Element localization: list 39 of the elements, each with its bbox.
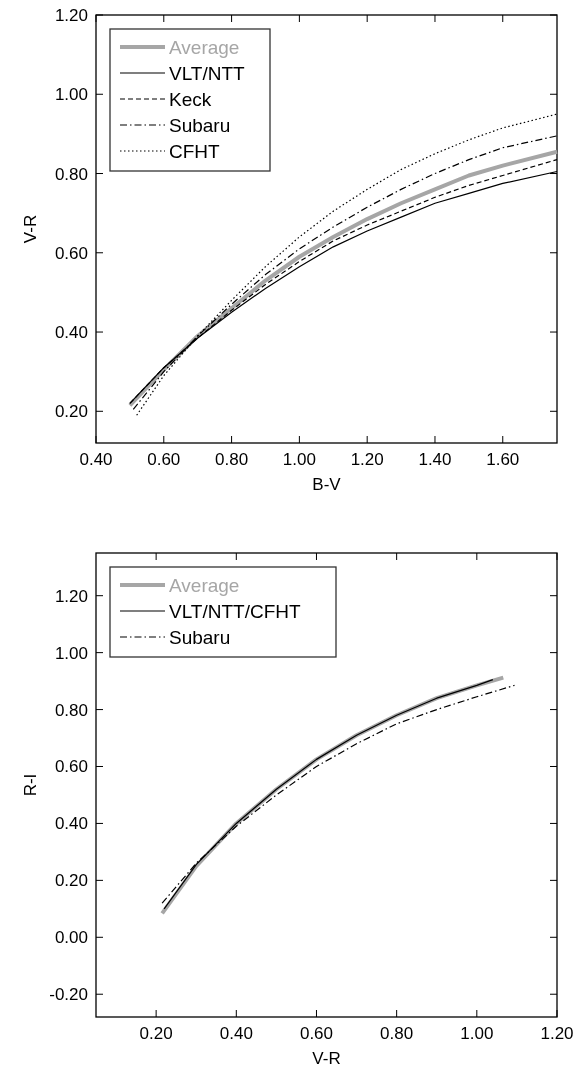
y-tick-label: 1.00: [54, 643, 88, 663]
y-tick-label: 0.80: [54, 164, 88, 184]
legend-label: Subaru: [169, 115, 231, 136]
x-tick-label: 1.00: [460, 1024, 494, 1043]
x-tick-label: 1.00: [282, 450, 316, 469]
legend-label: Average: [169, 575, 240, 596]
x-axis-title: B-V: [312, 475, 342, 494]
x-tick-label: 1.40: [418, 450, 452, 469]
y-tick-label: 0.60: [54, 243, 88, 263]
x-axis-title: V-R: [312, 1049, 341, 1068]
y-axis-title: V-R: [21, 214, 40, 244]
y-tick-label: -0.20: [49, 985, 88, 1005]
y-tick-label: 0.40: [54, 814, 88, 834]
x-tick-label: 1.20: [350, 450, 384, 469]
y-tick-label: 0.00: [54, 928, 88, 948]
x-tick-label: 1.60: [486, 450, 520, 469]
y-tick-label: 0.20: [54, 402, 88, 422]
y-tick-label: 1.00: [54, 85, 88, 105]
y-tick-label: 0.80: [54, 700, 88, 720]
legend-label: VLT/NTT/CFHT: [169, 601, 301, 622]
x-tick-label: 0.20: [139, 1024, 173, 1043]
x-tick-label: 1.20: [540, 1024, 574, 1043]
y-axis-title: R-I: [21, 773, 40, 797]
x-tick-label: 0.40: [219, 1024, 253, 1043]
x-tick-label: 0.40: [79, 450, 113, 469]
y-tick-label: 1.20: [54, 586, 88, 606]
legend-label: Subaru: [169, 627, 231, 648]
y-tick-label: 1.20: [54, 6, 88, 25]
y-tick-label: 0.20: [54, 871, 88, 891]
y-tick-label: 0.40: [54, 323, 88, 343]
x-tick-label: 0.60: [147, 450, 181, 469]
legend-label: CFHT: [169, 141, 221, 162]
legend-label: Average: [169, 37, 240, 58]
legend-label: VLT/NTT: [169, 63, 246, 84]
x-tick-label: 0.80: [215, 450, 249, 469]
legend-label: Keck: [169, 89, 212, 110]
x-tick-label: 0.80: [380, 1024, 414, 1043]
x-tick-label: 0.60: [299, 1024, 334, 1043]
y-tick-label: 0.60: [54, 757, 88, 777]
